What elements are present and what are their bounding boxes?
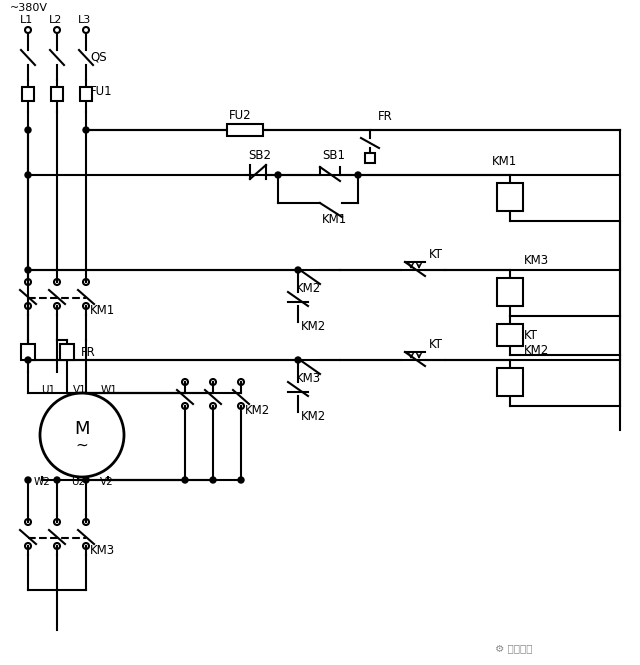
Bar bbox=[51, 87, 63, 101]
Text: QS: QS bbox=[90, 51, 107, 63]
Text: KM2: KM2 bbox=[301, 410, 326, 422]
Circle shape bbox=[355, 172, 361, 178]
Bar bbox=[21, 344, 35, 360]
Circle shape bbox=[295, 357, 301, 363]
Text: KM3: KM3 bbox=[90, 543, 115, 557]
Text: KT: KT bbox=[524, 329, 538, 342]
Text: V1: V1 bbox=[73, 385, 87, 395]
Bar bbox=[497, 368, 523, 396]
Circle shape bbox=[210, 477, 216, 483]
Bar bbox=[497, 278, 523, 306]
Circle shape bbox=[83, 127, 89, 133]
Text: W1: W1 bbox=[100, 385, 117, 395]
Bar bbox=[227, 124, 263, 136]
Circle shape bbox=[83, 477, 89, 483]
Bar bbox=[497, 324, 523, 346]
Text: ~: ~ bbox=[76, 438, 88, 452]
Circle shape bbox=[25, 172, 31, 178]
Text: L2: L2 bbox=[49, 15, 62, 25]
Bar bbox=[22, 87, 34, 101]
Text: FR: FR bbox=[378, 110, 393, 122]
Circle shape bbox=[238, 477, 244, 483]
Text: L1: L1 bbox=[20, 15, 33, 25]
Bar bbox=[60, 344, 74, 360]
Text: L3: L3 bbox=[78, 15, 92, 25]
Text: KM3: KM3 bbox=[524, 253, 549, 267]
Text: W2: W2 bbox=[33, 477, 51, 487]
Circle shape bbox=[25, 477, 31, 483]
Bar bbox=[80, 87, 92, 101]
Text: KM1: KM1 bbox=[322, 213, 348, 225]
Text: KM1: KM1 bbox=[90, 303, 115, 317]
Circle shape bbox=[25, 127, 31, 133]
Text: KM1: KM1 bbox=[492, 154, 517, 168]
Text: KT: KT bbox=[429, 338, 443, 350]
Text: KM2: KM2 bbox=[296, 281, 321, 295]
Text: FU2: FU2 bbox=[229, 108, 252, 122]
Text: FR: FR bbox=[81, 346, 96, 358]
Circle shape bbox=[54, 477, 60, 483]
Text: KM2: KM2 bbox=[301, 319, 326, 332]
Circle shape bbox=[25, 267, 31, 273]
Text: KM3: KM3 bbox=[296, 372, 321, 384]
Text: KM2: KM2 bbox=[524, 344, 549, 356]
Text: FU1: FU1 bbox=[90, 84, 113, 98]
Circle shape bbox=[295, 267, 301, 273]
Circle shape bbox=[275, 172, 281, 178]
Bar bbox=[497, 183, 523, 211]
Text: SB1: SB1 bbox=[322, 148, 345, 162]
Text: M: M bbox=[74, 420, 90, 438]
Text: U1: U1 bbox=[41, 385, 55, 395]
Text: ~380V: ~380V bbox=[10, 3, 48, 13]
Bar bbox=[365, 153, 375, 163]
Text: KT: KT bbox=[429, 247, 443, 261]
Text: KM2: KM2 bbox=[245, 404, 270, 416]
Circle shape bbox=[25, 357, 31, 363]
Circle shape bbox=[182, 477, 188, 483]
Text: ⚙ 按成培训: ⚙ 按成培训 bbox=[495, 643, 532, 653]
Text: V2: V2 bbox=[100, 477, 114, 487]
Text: U2: U2 bbox=[71, 477, 85, 487]
Text: SB2: SB2 bbox=[248, 148, 271, 162]
